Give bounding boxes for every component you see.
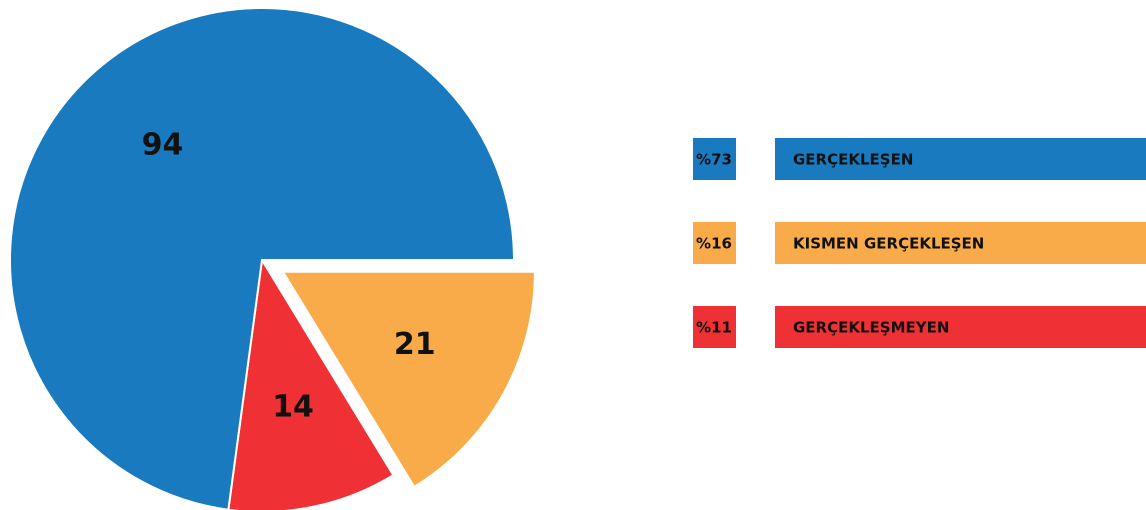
- slice-label: 21: [394, 327, 436, 362]
- legend-bar: [775, 306, 1146, 348]
- slice-label: 94: [142, 128, 184, 163]
- legend-percent-box: [693, 138, 736, 180]
- legend-bar: [775, 222, 1146, 264]
- pie-slice: [9, 7, 516, 510]
- legend-percent: %73: [696, 151, 732, 169]
- legend-label: GERÇEKLEŞMEYEN: [793, 319, 949, 337]
- legend-percent-box: [693, 306, 736, 348]
- legend-percent-box: [693, 222, 736, 264]
- legend-percent: %11: [696, 319, 732, 337]
- pie-slice: [281, 270, 536, 489]
- legend-label: GERÇEKLEŞEN: [793, 151, 913, 169]
- legend-label: KISMEN GERÇEKLEŞEN: [793, 235, 984, 253]
- legend-bar: [775, 138, 1146, 180]
- legend-percent: %16: [696, 235, 732, 253]
- slice-label: 14: [272, 389, 314, 424]
- pie-slice: [227, 257, 395, 510]
